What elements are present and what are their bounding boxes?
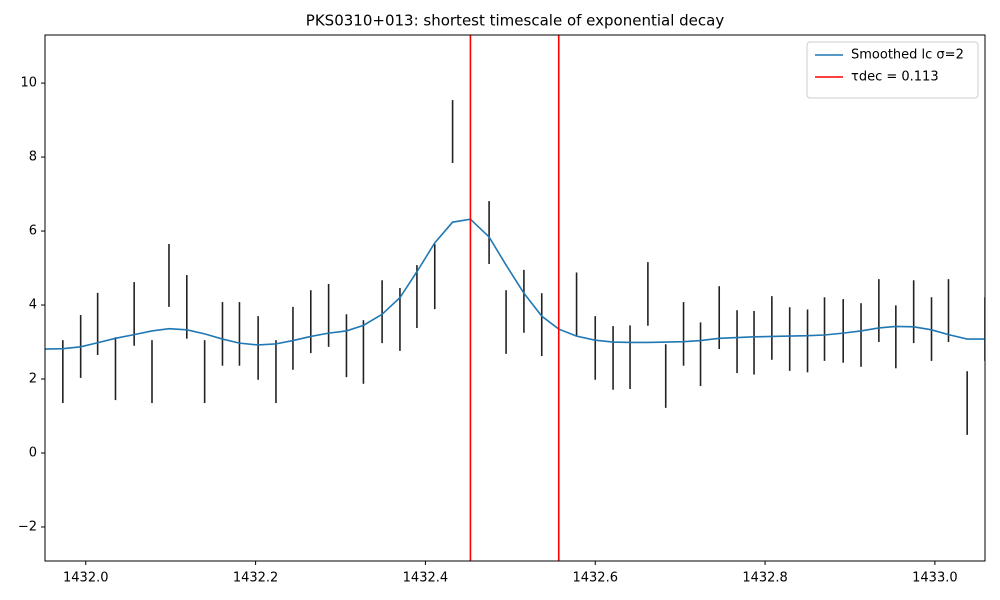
y-tick-label: 0 bbox=[29, 445, 37, 460]
y-tick-label: 6 bbox=[29, 224, 37, 239]
x-tick-label: 1432.8 bbox=[742, 571, 788, 586]
x-tick-label: 1432.0 bbox=[63, 571, 109, 586]
x-tick-label: 1432.6 bbox=[572, 571, 618, 586]
axes-frame bbox=[44, 34, 986, 562]
y-tick-label: 4 bbox=[29, 298, 37, 313]
x-tick-label: 1433.0 bbox=[912, 571, 958, 586]
legend-box bbox=[806, 41, 979, 99]
y-tick-label: 2 bbox=[29, 372, 37, 387]
legend-label: τdec = 0.113 bbox=[851, 70, 939, 85]
legend-label: Smoothed lc σ=2 bbox=[851, 48, 964, 63]
y-tick-label: 8 bbox=[29, 150, 37, 165]
chart-title: PKS0310+013: shortest timescale of expon… bbox=[306, 12, 725, 30]
y-tick-label: 10 bbox=[20, 76, 37, 91]
x-tick-label: 1432.4 bbox=[403, 571, 449, 586]
plot-area bbox=[45, 35, 985, 561]
smoothed-line bbox=[45, 218, 985, 350]
y-tick-label: −2 bbox=[18, 519, 37, 534]
legend: Smoothed lc σ=2 τdec = 0.113 bbox=[806, 41, 979, 99]
x-tick-label: 1432.2 bbox=[233, 571, 279, 586]
